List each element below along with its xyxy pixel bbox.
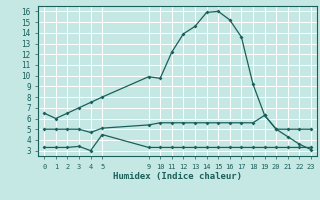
X-axis label: Humidex (Indice chaleur): Humidex (Indice chaleur) xyxy=(113,172,242,181)
